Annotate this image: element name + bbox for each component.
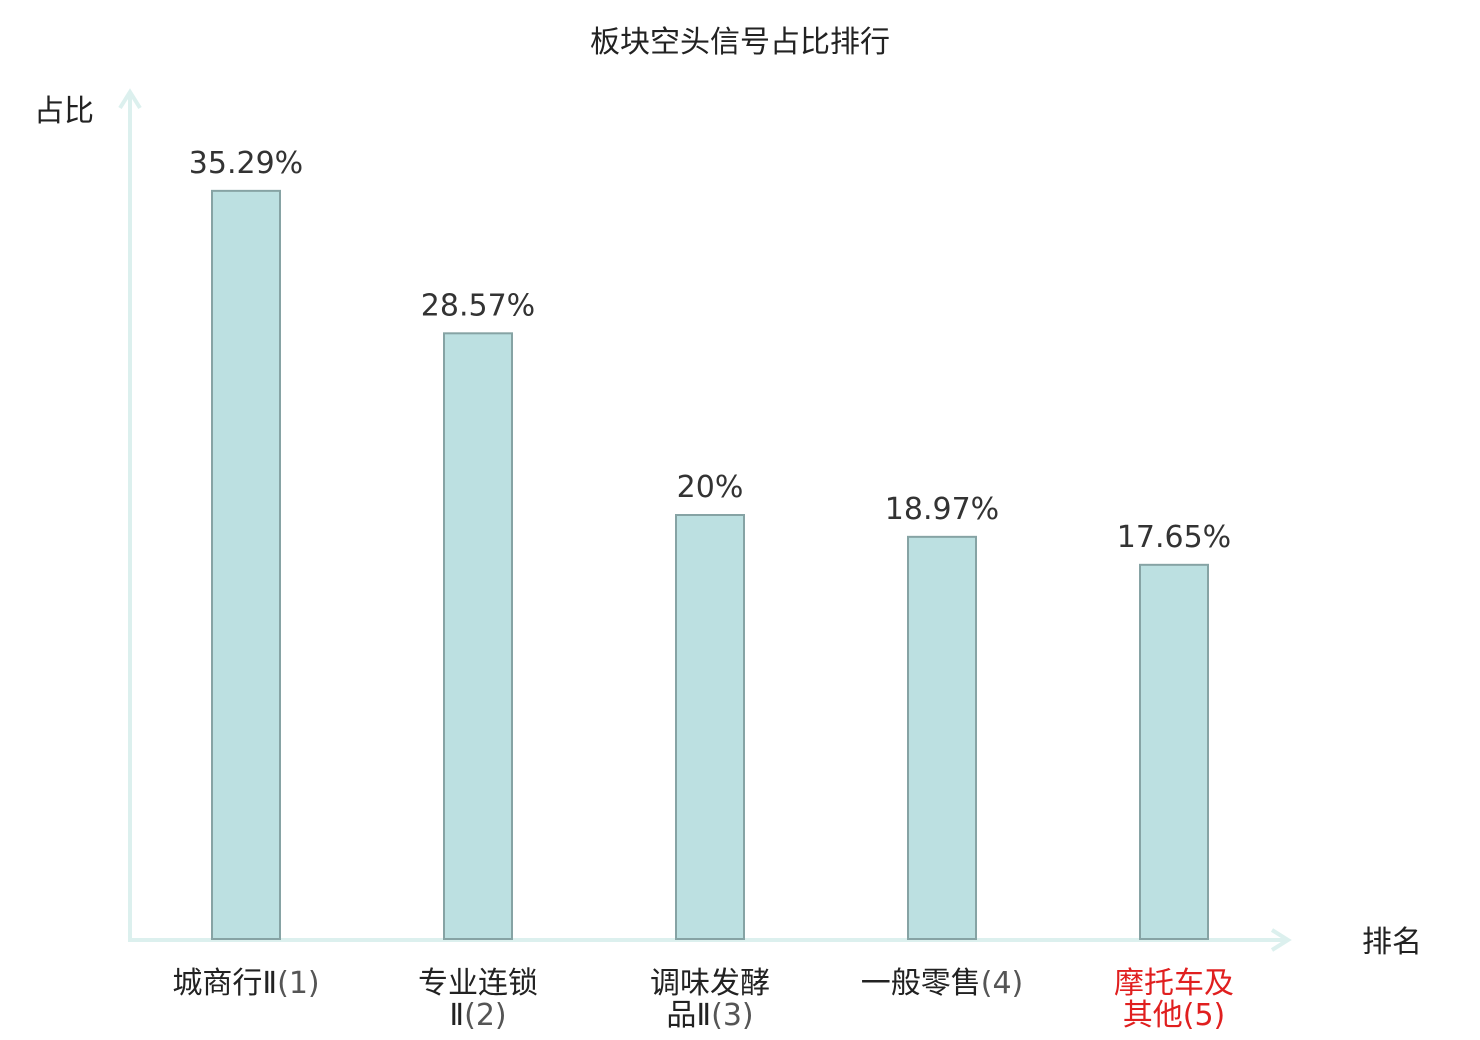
bar-4	[907, 535, 977, 940]
bar-5	[1139, 563, 1209, 940]
value-label-4: 18.97%	[885, 492, 999, 527]
category-label-2-line-1: 专业连锁	[418, 966, 538, 1001]
bar-2	[443, 332, 513, 941]
y-axis-label: 占比	[34, 94, 94, 129]
y-axis	[118, 88, 142, 940]
category-name: 调味发酵	[650, 966, 770, 1001]
x-axis-label: 排名	[1362, 925, 1422, 960]
bar-3	[675, 514, 745, 940]
value-label-1: 35.29%	[189, 146, 303, 181]
value-labels-group: 35.29% 28.57% 20% 18.97% 17.65%	[189, 146, 1231, 555]
category-name: 城商行Ⅱ	[172, 966, 277, 1001]
category-name: 品Ⅱ	[666, 998, 711, 1033]
category-label-4-line-1: 一般零售(4)	[861, 966, 1024, 1001]
category-label-1-line-1: 城商行Ⅱ(1)	[172, 966, 319, 1001]
category-rank: (1)	[277, 966, 320, 1001]
category-label-5-line-1: 摩托车及	[1114, 966, 1234, 1001]
category-rank: (3)	[711, 998, 754, 1033]
category-label-5-line-2: 其他(5)	[1123, 998, 1226, 1033]
category-label-2-line-2: Ⅱ(2)	[449, 998, 506, 1033]
value-label-3: 20%	[677, 470, 744, 505]
category-name: 摩托车及	[1114, 966, 1234, 1001]
value-label-5: 17.65%	[1117, 520, 1231, 555]
chart-title: 板块空头信号占比排行	[590, 25, 890, 60]
category-name: Ⅱ	[449, 998, 464, 1033]
category-name: 其他	[1123, 998, 1183, 1033]
category-name: 一般零售	[861, 966, 981, 1001]
category-name: 专业连锁	[418, 966, 538, 1001]
bars-group	[211, 189, 1209, 941]
y-axis-arrow-icon	[118, 88, 142, 110]
category-rank: (5)	[1183, 998, 1226, 1033]
bar-1	[211, 189, 281, 941]
category-label-3-line-1: 调味发酵	[650, 966, 770, 1001]
category-rank: (2)	[464, 998, 507, 1033]
x-axis-arrow-icon	[1270, 928, 1292, 952]
value-label-2: 28.57%	[421, 288, 535, 323]
category-label-3-line-2: 品Ⅱ(3)	[666, 998, 753, 1033]
category-rank: (4)	[981, 966, 1024, 1001]
